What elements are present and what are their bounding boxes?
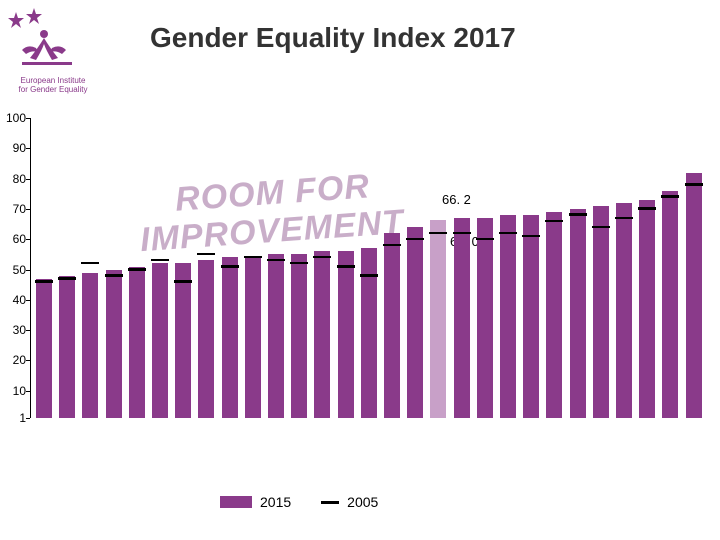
marker-2005 — [453, 232, 471, 235]
y-tick — [26, 209, 30, 210]
marker-2005 — [569, 213, 587, 216]
marker-2005 — [476, 238, 494, 241]
legend-label-2005: 2005 — [347, 494, 378, 510]
bar-2015 — [686, 173, 702, 418]
bar-2015 — [82, 273, 98, 418]
bar-2015 — [198, 260, 214, 418]
y-tick-label: 70 — [0, 202, 26, 216]
marker-2005 — [337, 265, 355, 268]
y-tick-label: 1 — [0, 411, 26, 425]
marker-2005 — [545, 220, 563, 223]
marker-2005 — [661, 195, 679, 198]
y-tick-label: 50 — [0, 263, 26, 277]
marker-2005 — [267, 259, 285, 262]
y-tick — [26, 179, 30, 180]
bar-2015 — [384, 233, 400, 418]
y-tick — [26, 330, 30, 331]
marker-2005 — [81, 262, 99, 265]
y-tick-label: 100 — [0, 111, 26, 125]
bar-2015 — [662, 191, 678, 418]
bars-container: ELHUSKROHRCZCYPTEELTPLLVBGMTITATDEEU-28E… — [34, 118, 714, 418]
marker-2005 — [383, 244, 401, 247]
marker-2005 — [221, 265, 239, 268]
bar-2015 — [245, 257, 261, 418]
bar-2015 — [129, 267, 145, 419]
legend-item-2015: 2015 — [220, 494, 291, 510]
y-tick-label: 10 — [0, 384, 26, 398]
logo-caption-line2: for Gender Equality — [8, 86, 98, 95]
bar-2015 — [175, 263, 191, 418]
eige-logo: European Institute for Gender Equality — [8, 6, 98, 106]
bar-2015 — [639, 200, 655, 418]
marker-2005 — [406, 238, 424, 241]
bar-2015 — [59, 276, 75, 418]
bar-2015 — [523, 215, 539, 418]
y-tick-label: 80 — [0, 172, 26, 186]
plot-area: 1102030405060708090100 ELHUSKROHRCZCYPTE… — [30, 118, 720, 418]
bar-2015 — [291, 254, 307, 418]
y-tick-label: 60 — [0, 232, 26, 246]
marker-2005 — [615, 217, 633, 220]
bar-2015 — [477, 218, 493, 418]
y-tick — [26, 239, 30, 240]
marker-2005 — [174, 280, 192, 283]
legend: 2015 2005 — [220, 494, 378, 510]
bar-2015 — [616, 203, 632, 418]
marker-2005 — [290, 262, 308, 265]
y-tick — [26, 270, 30, 271]
bar-2015 — [36, 279, 52, 418]
marker-2005 — [244, 256, 262, 259]
marker-2005 — [35, 280, 53, 283]
bar-2015 — [546, 212, 562, 418]
bar-2015 — [152, 263, 168, 418]
y-tick-label: 30 — [0, 323, 26, 337]
legend-swatch-2005 — [321, 501, 339, 504]
y-tick — [26, 360, 30, 361]
marker-2005 — [197, 253, 215, 256]
marker-2005 — [499, 232, 517, 235]
marker-2005 — [128, 268, 146, 271]
bar-2015 — [500, 215, 516, 418]
marker-2005 — [151, 259, 169, 262]
slide-title: Gender Equality Index 2017 — [150, 22, 516, 54]
legend-label-2015: 2015 — [260, 494, 291, 510]
bar-2015 — [106, 270, 122, 418]
y-tick-label: 40 — [0, 293, 26, 307]
bar-2015 — [222, 257, 238, 418]
marker-2005 — [105, 274, 123, 277]
marker-2005 — [313, 256, 331, 259]
y-tick — [26, 148, 30, 149]
y-tick — [26, 118, 30, 119]
y-tick — [26, 300, 30, 301]
marker-2005 — [429, 232, 447, 235]
marker-2005 — [685, 183, 703, 186]
y-tick-label: 90 — [0, 141, 26, 155]
bar-2015 — [268, 254, 284, 418]
slide-root: { "title": "Gender Equality Index 2017",… — [0, 0, 720, 540]
y-axis — [30, 118, 31, 418]
bar-2015 — [407, 227, 423, 418]
logo-caption: European Institute for Gender Equality — [8, 77, 98, 95]
eige-logo-svg — [8, 6, 98, 76]
bar-2015 — [593, 206, 609, 418]
legend-swatch-2015 — [220, 496, 252, 508]
marker-2005 — [638, 207, 656, 210]
legend-item-2005: 2005 — [321, 494, 378, 510]
bar-2015 — [338, 251, 354, 418]
bar-2015 — [314, 251, 330, 418]
marker-2005 — [592, 226, 610, 229]
y-tick-label: 20 — [0, 353, 26, 367]
y-tick — [26, 418, 30, 419]
bar-2015 — [570, 209, 586, 418]
bar-chart: 1102030405060708090100 ELHUSKROHRCZCYPTE… — [0, 118, 720, 438]
bar-2015 — [454, 218, 470, 418]
marker-2005 — [522, 235, 540, 238]
marker-2005 — [360, 274, 378, 277]
marker-2005 — [58, 277, 76, 280]
bar-2015 — [430, 220, 446, 418]
y-tick — [26, 391, 30, 392]
